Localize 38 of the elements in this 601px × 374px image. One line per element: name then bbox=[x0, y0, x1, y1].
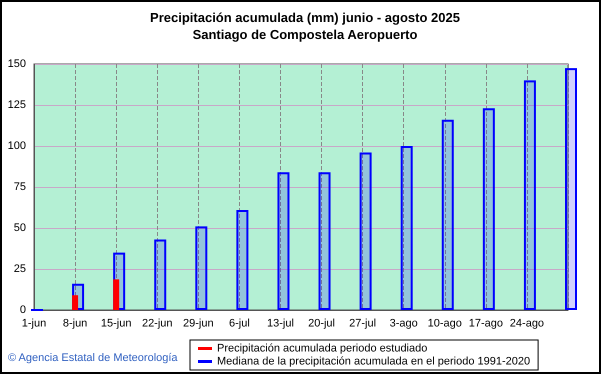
x-tick-label: 8-jun bbox=[62, 318, 88, 330]
x-tick-label: 3-ago bbox=[390, 318, 418, 330]
bar bbox=[360, 152, 372, 310]
y-tick-label: 0 bbox=[20, 304, 26, 316]
y-tick-label: 25 bbox=[14, 263, 26, 275]
x-tick-label: 1-jun bbox=[22, 318, 46, 330]
y-tick-label: 150 bbox=[8, 58, 26, 70]
legend-label: Precipitación acumulada periodo estudiado bbox=[217, 342, 428, 354]
bar bbox=[524, 80, 536, 310]
bar bbox=[277, 172, 290, 310]
legend-label: Mediana de la precipitación acumulada en el periodo 1991-2020 bbox=[217, 356, 530, 368]
text: © Agencia Estatal de Meteorología bbox=[8, 352, 178, 364]
y-tick-label: 100 bbox=[8, 140, 26, 152]
bar bbox=[154, 239, 166, 310]
x-tick-label: 20-jul bbox=[308, 318, 335, 330]
x-tick-label: 24-ago bbox=[510, 318, 544, 330]
x-tick-label: 17-ago bbox=[468, 318, 503, 330]
chart-title: Precipitación acumulada (mm) junio - agosto 2025 bbox=[150, 10, 460, 25]
x-tick-label: 6-jul bbox=[228, 318, 250, 330]
chart-subtitle: Santiago de Compostela Aeropuerto bbox=[192, 27, 418, 42]
bar bbox=[113, 279, 120, 310]
x-tick-label: 29-jun bbox=[183, 318, 214, 330]
x-tick-label: 15-jun bbox=[100, 318, 132, 330]
bar bbox=[482, 108, 495, 310]
bar bbox=[442, 120, 454, 310]
bar bbox=[195, 226, 208, 310]
x-tick-label: 22-jun bbox=[142, 318, 173, 330]
x-tick-label: 27-jul bbox=[349, 318, 376, 330]
x-tick-label: 10-ago bbox=[428, 318, 462, 330]
bar bbox=[72, 295, 78, 310]
x-tick-label: 13-jul bbox=[267, 318, 294, 330]
bar bbox=[565, 68, 577, 310]
y-tick-label: 125 bbox=[8, 99, 26, 111]
y-tick-label: 50 bbox=[14, 222, 26, 234]
bar bbox=[236, 210, 248, 310]
bar bbox=[400, 146, 413, 310]
y-tick-label: 75 bbox=[14, 181, 26, 193]
bar bbox=[318, 172, 331, 310]
